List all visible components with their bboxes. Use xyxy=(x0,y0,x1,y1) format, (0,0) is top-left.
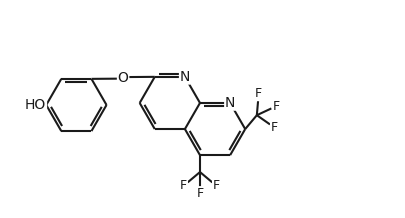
Text: F: F xyxy=(196,187,203,200)
Text: F: F xyxy=(272,100,279,113)
Text: HO: HO xyxy=(25,98,46,112)
Text: N: N xyxy=(179,70,190,84)
Text: F: F xyxy=(254,87,262,100)
Text: N: N xyxy=(224,96,235,110)
Text: F: F xyxy=(270,121,277,134)
Text: HO: HO xyxy=(25,98,46,112)
Text: O: O xyxy=(117,71,128,85)
Text: F: F xyxy=(212,179,220,192)
Text: F: F xyxy=(180,179,187,192)
